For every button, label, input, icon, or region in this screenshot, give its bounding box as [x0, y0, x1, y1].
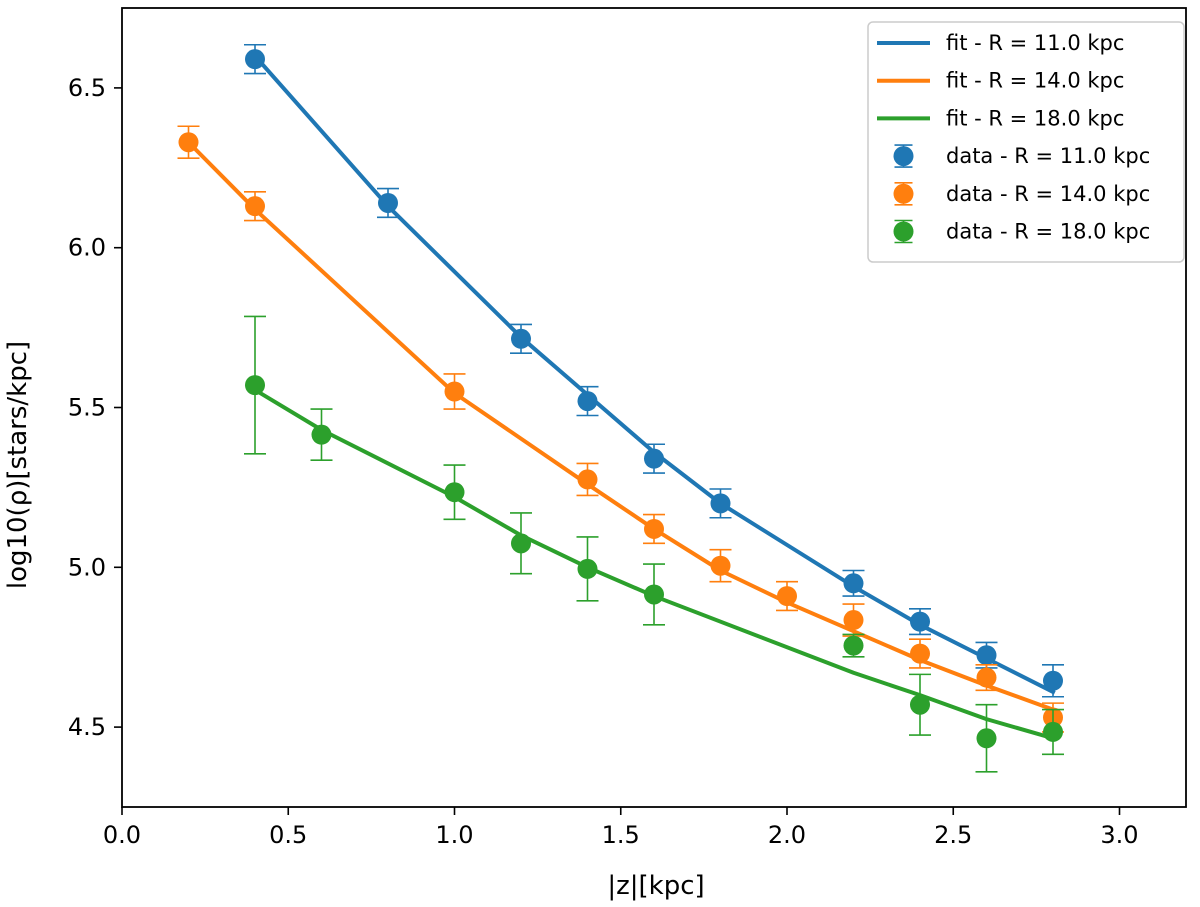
legend-entry-fit-0: fit - R = 11.0 kpc	[877, 31, 1124, 55]
legend-entry-data-0: data - R = 11.0 kpc	[893, 144, 1150, 168]
legend-entry-data-2: data - R = 18.0 kpc	[893, 220, 1150, 244]
data-point	[577, 469, 598, 490]
data-point	[178, 132, 199, 153]
data-point	[910, 643, 930, 664]
fit-line-series-0	[252, 53, 1056, 695]
legend-label: data - R = 18.0 kpc	[946, 220, 1150, 244]
legend-entry-fit-1: fit - R = 14.0 kpc	[877, 69, 1124, 93]
legend-label: data - R = 11.0 kpc	[946, 144, 1150, 168]
data-point	[644, 518, 664, 539]
data-point	[311, 424, 332, 445]
x-tick-label: 3.0	[1100, 821, 1138, 849]
data-point	[577, 558, 598, 579]
legend-label: fit - R = 14.0 kpc	[946, 69, 1124, 93]
data-series-1	[177, 125, 1064, 733]
x-tick-label: 2.0	[768, 821, 806, 849]
data-point	[511, 533, 531, 554]
data-point	[378, 192, 398, 213]
y-axis-label: log10(ρ)[stars/kpc]	[3, 341, 33, 589]
x-tick-label: 2.5	[934, 821, 972, 849]
data-point	[1043, 721, 1063, 742]
fit-line-series-2	[252, 387, 1056, 741]
legend-frame	[867, 21, 1185, 263]
data-point	[910, 694, 930, 715]
y-tick-label: 5.0	[68, 553, 106, 581]
data-point	[245, 49, 265, 70]
legend-label: fit - R = 18.0 kpc	[946, 106, 1124, 130]
x-tick-label: 0.5	[269, 821, 307, 849]
data-point	[511, 328, 531, 349]
x-axis-label: |z|[kpc]	[607, 871, 704, 901]
legend-label: data - R = 14.0 kpc	[946, 182, 1150, 206]
x-tick-label: 1.0	[435, 821, 473, 849]
y-tick-label: 6.0	[68, 234, 106, 262]
plot-area	[177, 43, 1064, 773]
data-point	[843, 573, 864, 594]
data-point	[843, 610, 864, 631]
axes: 0.0 0.5 1.0 1.5 2.0 2.5 3.0 4.5 5.0 5.5 6.0 6.5	[68, 7, 1187, 849]
data-point	[644, 448, 664, 469]
data-point	[444, 482, 465, 503]
data-point	[976, 728, 997, 749]
legend-marker-swatch	[893, 146, 914, 167]
data-point	[976, 667, 997, 688]
y-tick-label: 6.5	[68, 74, 106, 102]
data-point	[644, 584, 664, 605]
legend-label: fit - R = 11.0 kpc	[946, 31, 1124, 55]
x-tick-label: 0.0	[103, 821, 141, 849]
data-series-0	[244, 43, 1064, 698]
y-tick-label: 5.5	[68, 394, 106, 422]
data-point	[245, 196, 265, 217]
legend-marker-swatch	[893, 221, 914, 242]
data-point	[1043, 670, 1063, 691]
data-point	[245, 375, 265, 396]
legend-marker-swatch	[893, 183, 914, 204]
x-tick-label: 1.5	[602, 821, 640, 849]
data-series-2	[244, 315, 1064, 773]
legend: fit - R = 11.0 kpc fit - R = 14.0 kpc fit …	[867, 21, 1185, 263]
legend-entry-data-1: data - R = 14.0 kpc	[893, 182, 1150, 206]
data-point	[444, 381, 465, 402]
y-tick-label: 4.5	[68, 713, 106, 741]
data-point	[710, 493, 731, 514]
data-point	[843, 635, 864, 656]
data-point	[777, 586, 797, 607]
data-point	[577, 391, 598, 412]
legend-entry-fit-2: fit - R = 18.0 kpc	[877, 106, 1124, 130]
data-point	[910, 611, 930, 632]
data-point	[710, 555, 731, 576]
data-point	[976, 645, 997, 666]
